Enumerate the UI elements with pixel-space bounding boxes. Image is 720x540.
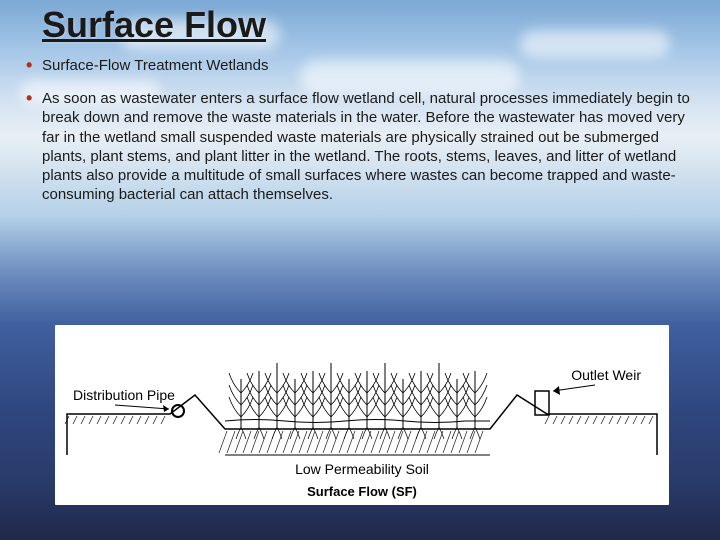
soil-label: Low Permeability Soil bbox=[55, 461, 669, 477]
page-title: Surface Flow bbox=[42, 4, 266, 46]
bullet-item: Surface-Flow Treatment Wetlands bbox=[26, 56, 698, 75]
surface-flow-diagram: Distribution Pipe Outlet Weir Low Permea… bbox=[55, 325, 669, 505]
diagram-svg bbox=[55, 325, 669, 505]
diagram-caption: Surface Flow (SF) bbox=[55, 484, 669, 499]
bullet-text: Surface-Flow Treatment Wetlands bbox=[42, 57, 268, 74]
bullet-item: As soon as wastewater enters a surface f… bbox=[26, 89, 698, 204]
bullet-list: Surface-Flow Treatment Wetlands As soon … bbox=[26, 56, 698, 218]
distribution-pipe-label: Distribution Pipe bbox=[73, 387, 175, 403]
outlet-weir-label: Outlet Weir bbox=[571, 367, 641, 383]
bullet-text: As soon as wastewater enters a surface f… bbox=[42, 90, 690, 203]
